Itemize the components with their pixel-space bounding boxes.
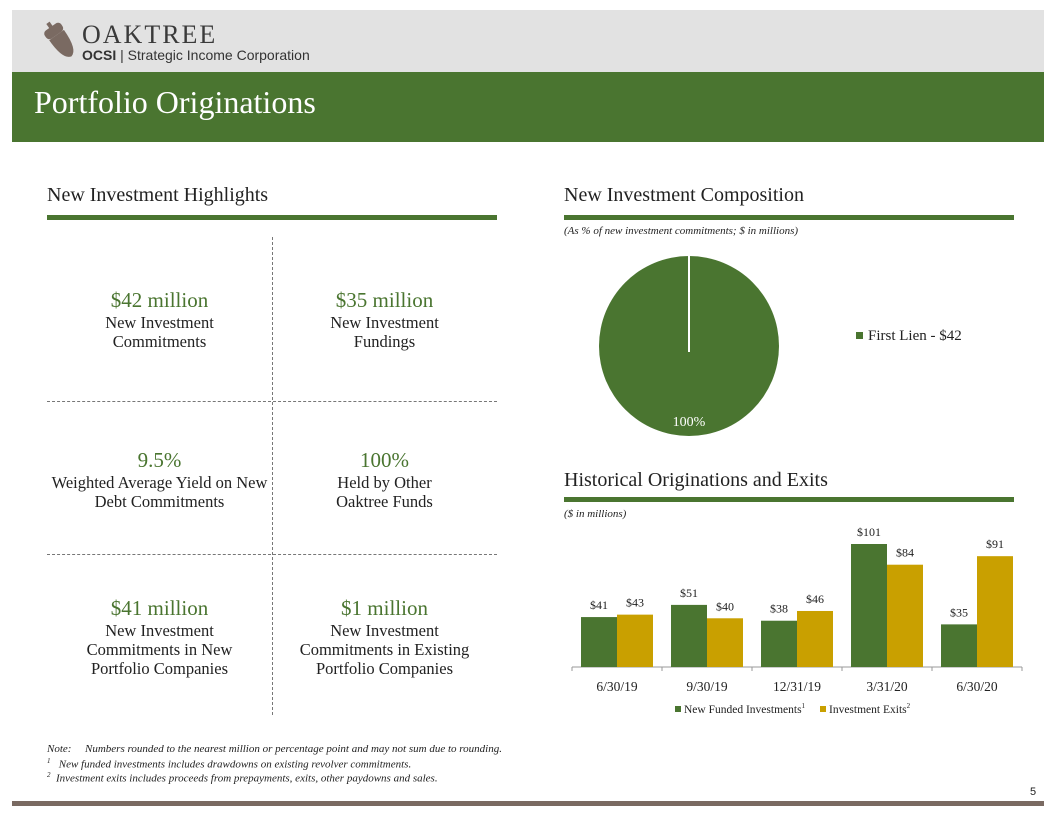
legend-label-exits: Investment Exits2 xyxy=(829,702,911,716)
bar-data-label: $101 xyxy=(857,525,881,539)
acorn-logo-icon xyxy=(44,21,74,57)
composition-pie-chart: 100% First Lien - $42 xyxy=(599,256,962,436)
composition-caption: (As % of new investment commitments; $ i… xyxy=(564,225,799,237)
highlights-rule xyxy=(47,215,497,220)
bar-exits xyxy=(887,564,923,667)
bar-funded xyxy=(761,620,797,667)
highlight-label: New Investment Commitments in Existing P… xyxy=(299,621,470,678)
bar-data-label: $41 xyxy=(590,598,608,612)
page-number: 5 xyxy=(1030,786,1037,798)
highlight-existing-companies: $1 million New Investment Commitments in … xyxy=(272,596,497,678)
bar-data-label: $46 xyxy=(806,592,824,606)
highlight-label: New Investment Commitments in New Portfo… xyxy=(86,621,233,678)
highlight-label: Held by Other Oaktree Funds xyxy=(336,473,433,511)
ticker: OCSI xyxy=(82,47,117,63)
composition-rule xyxy=(564,215,1014,220)
highlight-label: New Investment Commitments xyxy=(105,313,214,351)
highlight-label: New Investment Fundings xyxy=(330,313,439,351)
highlight-commitments: $42 million New Investment Commitments xyxy=(47,288,272,351)
bar-funded xyxy=(851,544,887,667)
grid-divider xyxy=(47,401,497,402)
bar-exits xyxy=(617,614,653,667)
bar-data-label: $35 xyxy=(950,605,968,619)
pie-legend-label: First Lien - $42 xyxy=(868,328,962,344)
x-tick-label: 3/31/20 xyxy=(866,679,908,694)
highlight-held: 100% Held by Other Oaktree Funds xyxy=(272,448,497,511)
footnote-text: Investment exits includes proceeds from … xyxy=(56,772,438,785)
historical-caption: ($ in millions) xyxy=(564,508,627,520)
footnote-mark: 2 xyxy=(47,771,51,779)
bar-funded xyxy=(671,604,707,667)
highlight-label: Weighted Average Yield on New Debt Commi… xyxy=(51,473,268,511)
brand-subtitle: OCSI | Strategic Income Corporation xyxy=(82,47,310,63)
bar-data-label: $84 xyxy=(896,546,914,560)
highlight-value: 100% xyxy=(360,448,409,472)
company-name: | Strategic Income Corporation xyxy=(116,47,310,63)
historical-rule xyxy=(564,497,1014,502)
bar-data-label: $40 xyxy=(716,599,734,613)
grid-divider xyxy=(272,237,273,715)
x-tick-label: 12/31/19 xyxy=(773,679,821,694)
x-tick-label: 6/30/20 xyxy=(956,679,998,694)
legend-label-funded: New Funded Investments1 xyxy=(684,702,806,716)
note-label: Note: xyxy=(47,743,72,755)
bar-data-label: $43 xyxy=(626,596,644,610)
bar-exits xyxy=(707,618,743,667)
page-title: Portfolio Originations xyxy=(34,84,316,120)
pie-data-label: 100% xyxy=(673,415,706,430)
x-tick-label: 6/30/19 xyxy=(596,679,638,694)
historical-title: Historical Originations and Exits xyxy=(564,469,828,491)
note-text: Numbers rounded to the nearest million o… xyxy=(85,743,502,755)
highlight-value: $1 million xyxy=(341,596,428,620)
bar-exits xyxy=(797,610,833,667)
footnote-1: 1 New funded investments includes drawdo… xyxy=(47,757,411,771)
brand-name: OAKTREE xyxy=(82,20,218,49)
title-band xyxy=(12,72,1044,142)
footnote-text: New funded investments includes drawdown… xyxy=(58,758,412,771)
bar-funded xyxy=(581,617,617,667)
bar-data-label: $91 xyxy=(986,537,1004,551)
header-bar xyxy=(12,10,1044,72)
highlight-fundings: $35 million New Investment Fundings xyxy=(272,288,497,351)
highlight-yield: 9.5% Weighted Average Yield on New Debt C… xyxy=(47,448,272,511)
grid-divider xyxy=(47,554,497,555)
highlight-value: 9.5% xyxy=(137,448,182,472)
highlights-title: New Investment Highlights xyxy=(47,184,269,206)
bar-data-label: $38 xyxy=(770,602,788,616)
x-tick-label: 9/30/19 xyxy=(686,679,728,694)
footnote-note: Note: Numbers rounded to the nearest mill… xyxy=(47,743,502,755)
highlight-value: $41 million xyxy=(110,596,209,620)
bar-data-label: $51 xyxy=(680,586,698,600)
footnote-2: 2 Investment exits includes proceeds fro… xyxy=(47,771,438,785)
footnote-mark: 1 xyxy=(47,757,51,765)
highlight-value: $35 million xyxy=(335,288,434,312)
historical-bar-chart: $41 $43 6/30/19 $51 $40 9/30/19 $38 $46 12/31/19… xyxy=(571,525,1023,716)
legend-swatch xyxy=(856,332,863,339)
footer-rule xyxy=(12,801,1044,806)
composition-title: New Investment Composition xyxy=(564,184,804,206)
highlight-value: $42 million xyxy=(110,288,209,312)
legend-swatch xyxy=(820,706,826,712)
bar-exits xyxy=(977,556,1013,667)
highlight-new-companies: $41 million New Investment Commitments in… xyxy=(47,596,272,678)
legend-swatch xyxy=(675,706,681,712)
bar-funded xyxy=(941,624,977,667)
